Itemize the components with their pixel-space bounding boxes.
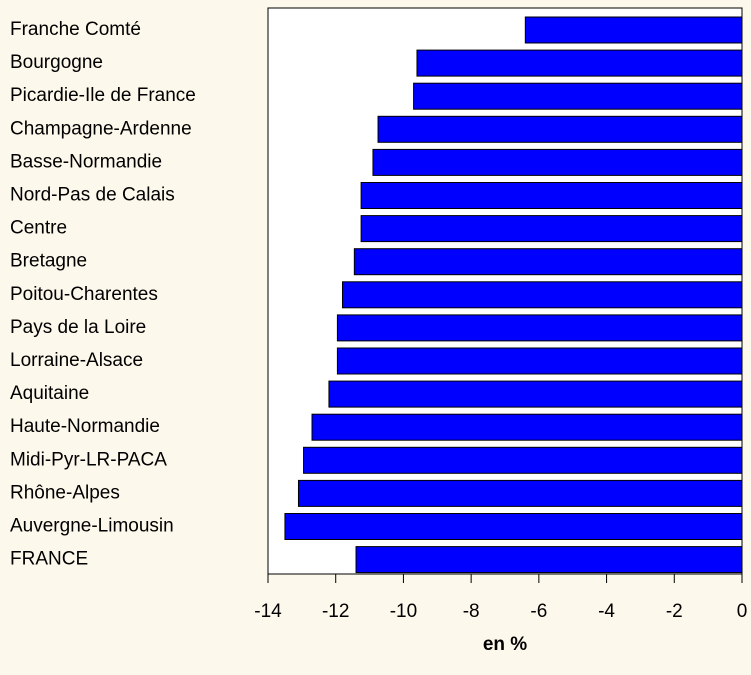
y-tick-label: Centre [10,218,67,239]
bar [413,82,743,110]
bar [328,380,743,408]
bar [377,115,743,143]
bar [360,182,743,209]
y-tick-label: Nord-Pas de Calais [10,185,175,206]
y-tick-label: Bretagne [10,251,87,272]
y-tick-label: Champagne-Ardenne [10,118,192,139]
y-tick-label: Poitou-Charentes [10,284,158,305]
y-tick-label: Auvergne-Limousin [10,516,174,537]
x-tick-label: -10 [390,601,417,622]
x-tick-label: -2 [666,601,683,622]
y-tick-label: Franche Comté [10,19,141,40]
bar [303,446,743,474]
x-tick-label: -4 [598,601,615,622]
bar [311,413,743,441]
y-tick-label: Rhône-Alpes [10,482,120,503]
y-tick-label: Picardie-Ile de France [10,85,196,106]
bar [284,513,743,540]
x-tick-label: -14 [254,601,282,622]
x-tick-label: -6 [530,601,547,622]
x-tick-label: 0 [737,601,748,622]
x-tick-label: -8 [463,601,480,622]
bar [372,148,743,176]
y-tick-label: Lorraine-Alsace [10,350,143,371]
x-axis-label: en % [483,634,527,655]
bar [524,16,743,44]
y-tick-label: Bourgogne [10,52,103,73]
bar [336,314,743,342]
bar [341,281,743,309]
y-tick-label: Midi-Pyr-LR-PACA [10,449,167,470]
y-tick-label: Pays de la Loire [10,317,146,338]
bar [297,479,743,507]
bar [355,546,743,574]
bar [416,49,743,77]
y-tick-label: FRANCE [10,549,88,570]
bar [353,248,743,276]
bar [336,347,743,375]
y-tick-label: Basse-Normandie [10,151,162,172]
x-tick-label: -12 [322,601,349,622]
y-tick-label: Aquitaine [10,383,89,404]
bar [360,215,743,243]
y-tick-label: Haute-Normandie [10,416,160,437]
